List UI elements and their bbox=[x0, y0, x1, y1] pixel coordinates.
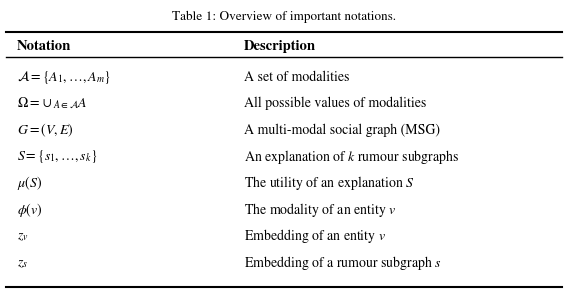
Text: $z_s$: $z_s$ bbox=[17, 256, 28, 270]
Text: Embedding of an entity $v$: Embedding of an entity $v$ bbox=[244, 227, 386, 246]
Text: A multi-modal social graph (MSG): A multi-modal social graph (MSG) bbox=[244, 124, 440, 137]
Text: $G = (V, E)$: $G = (V, E)$ bbox=[17, 121, 74, 139]
Text: $\mu(S)$: $\mu(S)$ bbox=[17, 174, 43, 192]
Text: An explanation of $k$ rumour subgraphs: An explanation of $k$ rumour subgraphs bbox=[244, 148, 460, 166]
Text: $\phi(v)$: $\phi(v)$ bbox=[17, 201, 43, 219]
Text: Embedding of a rumour subgraph $s$: Embedding of a rumour subgraph $s$ bbox=[244, 254, 442, 272]
Text: $\mathcal{A} = \{A_1,\ldots,A_m\}$: $\mathcal{A} = \{A_1,\ldots,A_m\}$ bbox=[17, 69, 111, 85]
Text: Description: Description bbox=[244, 40, 316, 53]
Text: $\Omega = \cup_{A \in \mathcal{A}} A$: $\Omega = \cup_{A \in \mathcal{A}} A$ bbox=[17, 96, 88, 111]
Text: The modality of an entity $v$: The modality of an entity $v$ bbox=[244, 201, 396, 219]
Text: Notation: Notation bbox=[17, 40, 72, 53]
Text: The utility of an explanation $S$: The utility of an explanation $S$ bbox=[244, 174, 415, 192]
Text: Table 1: Overview of important notations.: Table 1: Overview of important notations… bbox=[172, 11, 396, 23]
Text: All possible values of modalities: All possible values of modalities bbox=[244, 97, 427, 110]
Text: $z_v$: $z_v$ bbox=[17, 230, 28, 243]
Text: $S = \{s_1,\ldots,s_k\}$: $S = \{s_1,\ldots,s_k\}$ bbox=[17, 148, 98, 165]
Text: A set of modalities: A set of modalities bbox=[244, 70, 350, 84]
